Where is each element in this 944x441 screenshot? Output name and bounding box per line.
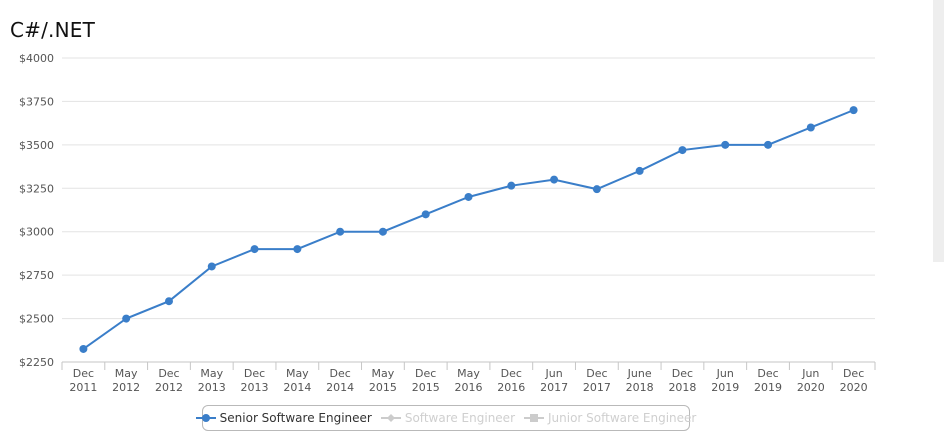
x-tick-label: May 2012: [112, 367, 140, 394]
series-line-0: [82, 109, 854, 350]
gridlines: [62, 57, 875, 320]
x-tick-label: Dec 2012: [155, 367, 183, 394]
x-tick-label: May 2015: [369, 367, 397, 394]
data-point[interactable]: [592, 185, 601, 194]
x-tick-label: Jun 2017: [540, 367, 568, 394]
data-point[interactable]: [421, 210, 430, 219]
legend-label: Junior Software Engineer: [548, 411, 697, 425]
x-tick-label: May 2016: [455, 367, 483, 394]
y-tick-label: $4000: [19, 52, 54, 65]
x-tick-label: Dec 2013: [241, 367, 269, 394]
x-tick-label: Dec 2014: [326, 367, 354, 394]
data-point[interactable]: [764, 140, 773, 149]
legend-item-series-1[interactable]: Software Engineer: [380, 411, 515, 425]
y-axis: $2250 $2500 $2750 $3000 $3250 $3500 $3750 $4000: [19, 52, 54, 369]
data-point[interactable]: [507, 181, 516, 190]
x-tick-label: Dec 2020: [840, 367, 868, 394]
x-tick-label: Dec 2019: [754, 367, 782, 394]
legend-label: Senior Software Engineer: [219, 411, 372, 425]
x-tick-label: Dec 2018: [668, 367, 696, 394]
x-tick-label: Dec 2017: [583, 367, 611, 394]
side-scrollbar[interactable]: [924, 0, 944, 262]
x-tick-label: Jun 2019: [711, 367, 739, 394]
data-point[interactable]: [336, 227, 345, 236]
chart-legend: Senior Software Engineer Software Engine…: [195, 405, 696, 431]
legend-label: Software Engineer: [404, 411, 515, 425]
x-axis: Dec 2011 May 2012 Dec 2012 May 2013 Dec 2013 May 20…: [61, 361, 876, 394]
legend-item-series-0[interactable]: Senior Software Engineer: [195, 411, 372, 425]
y-tick-label: $3250: [19, 182, 54, 195]
data-point[interactable]: [849, 106, 858, 115]
y-tick-label: $3000: [19, 226, 54, 239]
chart-title: C#/.NET: [10, 18, 96, 42]
legend-marker-icon: [524, 414, 544, 422]
data-point[interactable]: [250, 245, 259, 254]
series-layer: [79, 106, 858, 353]
x-tick-label: Dec 2015: [412, 367, 440, 394]
data-point[interactable]: [122, 314, 131, 323]
data-point[interactable]: [806, 123, 815, 132]
y-tick-label: $3500: [19, 139, 54, 152]
data-point[interactable]: [721, 140, 730, 149]
data-point[interactable]: [678, 146, 687, 155]
y-tick-label: $2500: [19, 313, 54, 326]
data-point[interactable]: [79, 344, 88, 353]
x-tick-label: June 2018: [626, 367, 654, 394]
y-tick-label: $3750: [19, 95, 54, 108]
data-point[interactable]: [293, 245, 302, 254]
x-tick-label: May 2013: [198, 367, 226, 394]
y-tick-label: $2750: [19, 269, 54, 282]
y-tick-label: $2250: [19, 356, 54, 369]
legend-marker-icon: [195, 414, 216, 422]
x-tick-label: Dec 2016: [497, 367, 525, 394]
legend-item-series-2[interactable]: Junior Software Engineer: [524, 411, 696, 425]
x-tick-label: Dec 2011: [69, 367, 97, 394]
data-point[interactable]: [207, 262, 216, 271]
legend-marker-icon: [380, 414, 401, 422]
x-tick-label: May 2014: [283, 367, 311, 394]
data-point[interactable]: [164, 297, 173, 306]
data-point[interactable]: [378, 227, 387, 236]
x-tick-label: Jun 2020: [797, 367, 825, 394]
data-point[interactable]: [464, 192, 473, 201]
data-point[interactable]: [635, 166, 644, 175]
data-point[interactable]: [550, 175, 559, 184]
